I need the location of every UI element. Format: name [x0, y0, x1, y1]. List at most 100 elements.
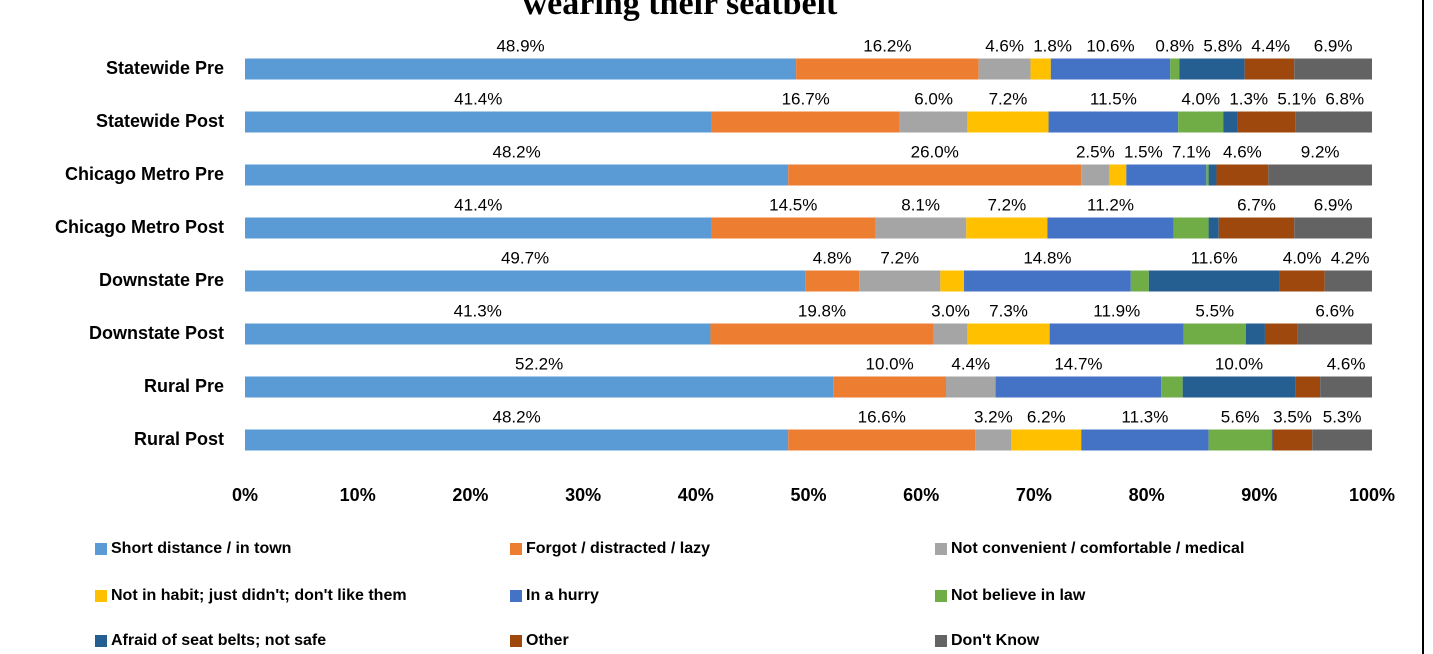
x-tick-label: 60% [903, 485, 939, 505]
data-label: 4.6% [1327, 354, 1366, 373]
bar-segment [978, 58, 1031, 80]
x-tick-label: 50% [790, 485, 826, 505]
bar-segment [245, 270, 806, 292]
bar-segment [966, 217, 1048, 239]
bar-segment [1294, 58, 1372, 80]
bar-segment [945, 376, 996, 398]
bar-segment [1324, 270, 1372, 292]
bar-segment [1206, 164, 1209, 186]
bar-segment [1245, 323, 1265, 345]
bar-segment [1295, 111, 1372, 133]
legend-label: Not believe in law [951, 587, 1086, 604]
bar-segment [1208, 429, 1272, 451]
data-label: 4.0% [1181, 89, 1220, 108]
x-tick-label: 10% [340, 485, 376, 505]
data-label: 16.6% [858, 407, 906, 426]
data-label: 14.7% [1054, 354, 1102, 373]
bar-segment [1272, 429, 1313, 451]
bar-segment [1011, 429, 1082, 451]
data-label: 4.6% [1223, 142, 1262, 161]
data-label: 6.9% [1314, 36, 1353, 55]
data-label: 11.2% [1087, 195, 1134, 214]
legend-swatch [935, 590, 947, 602]
data-label: 48.2% [493, 407, 541, 426]
data-label: 6.9% [1314, 195, 1353, 214]
legend-label: Other [526, 632, 569, 649]
legend-swatch [510, 635, 522, 647]
bar-segment [899, 111, 968, 133]
bar-segment [1237, 111, 1296, 133]
legend-swatch [95, 635, 107, 647]
data-label: 1.3% [1229, 89, 1268, 108]
data-label: 4.8% [813, 248, 852, 267]
data-label: 4.0% [1283, 248, 1322, 267]
data-label: 41.4% [454, 195, 502, 214]
data-label: 10.0% [1215, 354, 1263, 373]
bar-segment [1208, 164, 1217, 186]
data-label: 4.2% [1331, 248, 1370, 267]
data-label: 6.0% [914, 89, 953, 108]
category-label: Rural Post [134, 429, 224, 449]
bar-segment [710, 323, 934, 345]
category-label: Chicago Metro Post [55, 217, 224, 237]
data-label: 6.2% [1027, 407, 1066, 426]
bar-segment [1050, 58, 1171, 80]
legend-swatch [510, 543, 522, 555]
legend-swatch [935, 635, 947, 647]
x-tick-label: 20% [452, 485, 488, 505]
x-tick-label: 80% [1129, 485, 1165, 505]
data-label: 7.1% [1172, 142, 1211, 161]
bar-segment [1047, 217, 1174, 239]
bar-segment [1320, 376, 1372, 398]
legend-swatch [510, 590, 522, 602]
category-label: Statewide Pre [106, 58, 224, 78]
x-tick-label: 100% [1349, 485, 1395, 505]
bar-segment [1081, 164, 1110, 186]
data-label: 3.2% [974, 407, 1013, 426]
category-label: Downstate Pre [99, 270, 224, 290]
bar-segment [805, 270, 860, 292]
data-label: 10.0% [866, 354, 914, 373]
x-tick-label: 70% [1016, 485, 1052, 505]
bar-segment [1126, 164, 1207, 186]
bar-segment [1170, 58, 1180, 80]
bar-segment [859, 270, 941, 292]
bar-segment [933, 323, 968, 345]
x-tick-label: 30% [565, 485, 601, 505]
bar-segment [1130, 270, 1149, 292]
bar-segment [796, 58, 979, 80]
data-label: 2.5% [1076, 142, 1115, 161]
bar-segment [1179, 58, 1245, 80]
data-label: 11.3% [1121, 407, 1168, 426]
bar-segment [1297, 323, 1372, 345]
data-label: 11.6% [1191, 248, 1238, 267]
bar-segment [1161, 376, 1183, 398]
bar-segment [245, 323, 711, 345]
data-label: 10.6% [1086, 36, 1134, 55]
legend-label: Not convenient / comfortable / medical [951, 540, 1244, 557]
data-label: 6.7% [1237, 195, 1276, 214]
data-label: 26.0% [911, 142, 959, 161]
data-label: 3.5% [1273, 407, 1312, 426]
bar-segment [711, 111, 900, 133]
category-label: Statewide Post [96, 111, 224, 131]
data-label: 5.8% [1203, 36, 1242, 55]
legend-label: In a hurry [526, 587, 599, 604]
category-label: Downstate Post [89, 323, 224, 343]
data-label: 14.5% [769, 195, 817, 214]
bar-segment [245, 111, 712, 133]
bar-segment [788, 429, 976, 451]
legend-swatch [95, 543, 107, 555]
data-label: 9.2% [1301, 142, 1340, 161]
bar-segment [1294, 217, 1372, 239]
data-label: 7.3% [989, 301, 1028, 320]
data-label: 5.3% [1323, 407, 1362, 426]
data-label: 8.1% [901, 195, 940, 214]
bar-segment [1208, 217, 1219, 239]
bar-segment [833, 376, 946, 398]
bar-segment [788, 164, 1082, 186]
data-label: 41.4% [454, 89, 502, 108]
data-label: 1.5% [1124, 142, 1163, 161]
data-label: 4.4% [951, 354, 990, 373]
